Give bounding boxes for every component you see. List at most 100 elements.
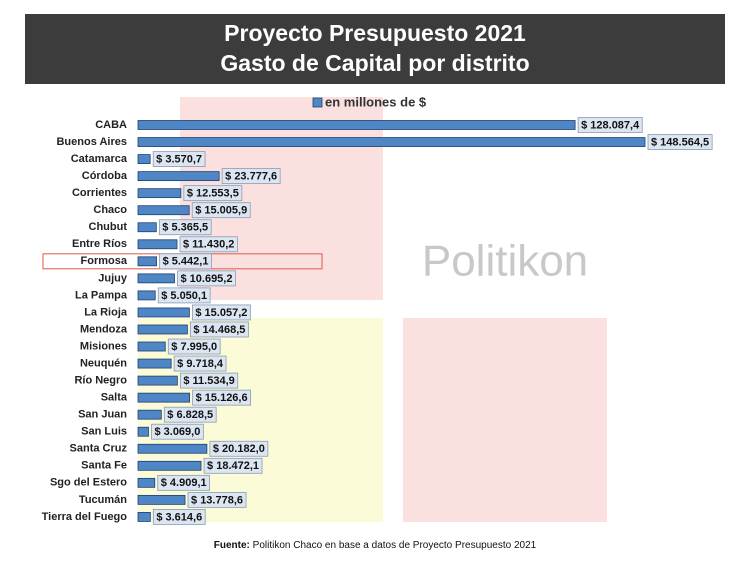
value-label: $ 13.778,6 xyxy=(191,494,243,506)
value-label-box xyxy=(177,270,236,287)
bar xyxy=(137,409,162,420)
value-label: $ 23.777,6 xyxy=(225,171,277,183)
value-label: $ 11.534,9 xyxy=(183,375,234,387)
value-label-box xyxy=(647,134,713,150)
value-label-box xyxy=(191,304,251,321)
chart-title: Proyecto Presupuesto 2021 xyxy=(224,20,526,46)
value-label-box xyxy=(158,219,212,236)
value-label-box xyxy=(163,406,217,423)
category-label: CABA xyxy=(95,119,127,131)
value-label: $ 14.468,5 xyxy=(193,324,245,336)
value-label: $ 15.126,6 xyxy=(196,392,248,404)
value-label: $ 11.430,2 xyxy=(183,239,234,251)
source-label: Fuente: xyxy=(214,540,250,551)
value-label-box xyxy=(203,457,263,474)
value-label: $ 3.570,7 xyxy=(156,153,202,165)
bar xyxy=(137,375,178,386)
value-label: $ 15.005,9 xyxy=(195,205,247,217)
value-label: $ 5.365,5 xyxy=(162,222,208,234)
value-label: $ 12.553,5 xyxy=(187,188,239,200)
category-label: Córdoba xyxy=(82,170,128,182)
value-label-box xyxy=(159,253,212,270)
bar xyxy=(137,222,157,233)
legend-label: en millones de $ xyxy=(325,94,427,109)
value-label-box xyxy=(183,185,243,202)
category-label: Chubut xyxy=(89,221,128,233)
value-label-box xyxy=(157,287,211,304)
bar xyxy=(137,273,175,284)
category-label: Salta xyxy=(101,392,128,404)
bar xyxy=(137,120,576,130)
value-label-box xyxy=(577,117,643,133)
bar xyxy=(137,358,172,369)
category-label: Misiones xyxy=(80,340,127,352)
bar xyxy=(137,171,220,182)
category-label: Entre Ríos xyxy=(72,238,127,250)
value-label: $ 3.614,6 xyxy=(156,511,202,523)
legend-swatch xyxy=(312,97,323,108)
value-label: $ 5.050,1 xyxy=(161,290,207,302)
value-label-box xyxy=(157,474,211,491)
value-label: $ 15.057,2 xyxy=(195,307,247,319)
category-label: Tierra del Fuego xyxy=(42,511,128,523)
category-label: San Luis xyxy=(81,426,127,438)
bar xyxy=(137,239,178,250)
category-label: La Rioja xyxy=(84,306,128,318)
source: Fuente: Politikon Chaco en base a datos … xyxy=(214,540,537,551)
category-label: Mendoza xyxy=(80,323,128,335)
bar xyxy=(137,460,202,471)
value-label-box xyxy=(179,372,239,389)
bar xyxy=(137,426,149,437)
bar xyxy=(137,512,151,522)
value-label-box xyxy=(152,151,206,167)
value-label-box xyxy=(192,389,252,406)
bar xyxy=(137,188,182,199)
category-label: Buenos Aires xyxy=(56,136,127,148)
bar xyxy=(137,494,186,505)
value-label: $ 9.718,4 xyxy=(177,358,224,370)
value-label: $ 18.472,1 xyxy=(207,460,259,472)
value-label: $ 148.564,5 xyxy=(651,136,709,148)
category-label: Formosa xyxy=(81,255,128,267)
value-label: $ 5.442,1 xyxy=(163,256,209,268)
value-label-box xyxy=(221,168,281,185)
bar xyxy=(137,137,646,147)
bar xyxy=(137,324,188,335)
bar xyxy=(137,256,157,267)
decor-pink-2 xyxy=(403,318,607,522)
category-label: Santa Fe xyxy=(81,460,127,472)
bar xyxy=(137,290,156,301)
category-label: Neuquén xyxy=(80,357,127,369)
bar xyxy=(137,154,151,164)
value-label: $ 20.182,0 xyxy=(213,443,265,455)
category-label: Sgo del Estero xyxy=(50,477,127,489)
bar xyxy=(137,205,190,216)
value-label-box xyxy=(151,423,204,440)
value-label-box xyxy=(179,236,238,253)
category-label: Corrientes xyxy=(72,187,127,199)
category-label: Santa Cruz xyxy=(70,443,128,455)
category-label: Río Negro xyxy=(74,375,127,387)
value-label-box xyxy=(191,202,251,219)
value-label: $ 7.995,0 xyxy=(171,341,217,353)
value-label-box xyxy=(152,509,206,525)
value-label-box xyxy=(187,491,247,508)
value-label: $ 4.909,1 xyxy=(161,477,207,489)
bar xyxy=(137,477,156,488)
bar xyxy=(137,392,191,403)
value-label-box xyxy=(167,338,221,355)
value-label-box xyxy=(173,355,227,372)
value-label-box xyxy=(209,440,269,457)
chart-subtitle: Gasto de Capital por distrito xyxy=(220,50,529,76)
category-label: La Pampa xyxy=(75,289,128,301)
value-label: $ 128.087,4 xyxy=(581,119,640,131)
value-label: $ 6.828,5 xyxy=(167,409,213,421)
category-label: Tucumán xyxy=(79,494,127,506)
watermark: Politikon xyxy=(422,237,588,286)
source-text: Politikon Chaco en base a datos de Proye… xyxy=(253,540,537,551)
value-label: $ 3.069,0 xyxy=(154,426,200,438)
bar xyxy=(137,443,208,454)
value-label-box xyxy=(189,321,249,338)
value-label: $ 10.695,2 xyxy=(180,273,232,285)
